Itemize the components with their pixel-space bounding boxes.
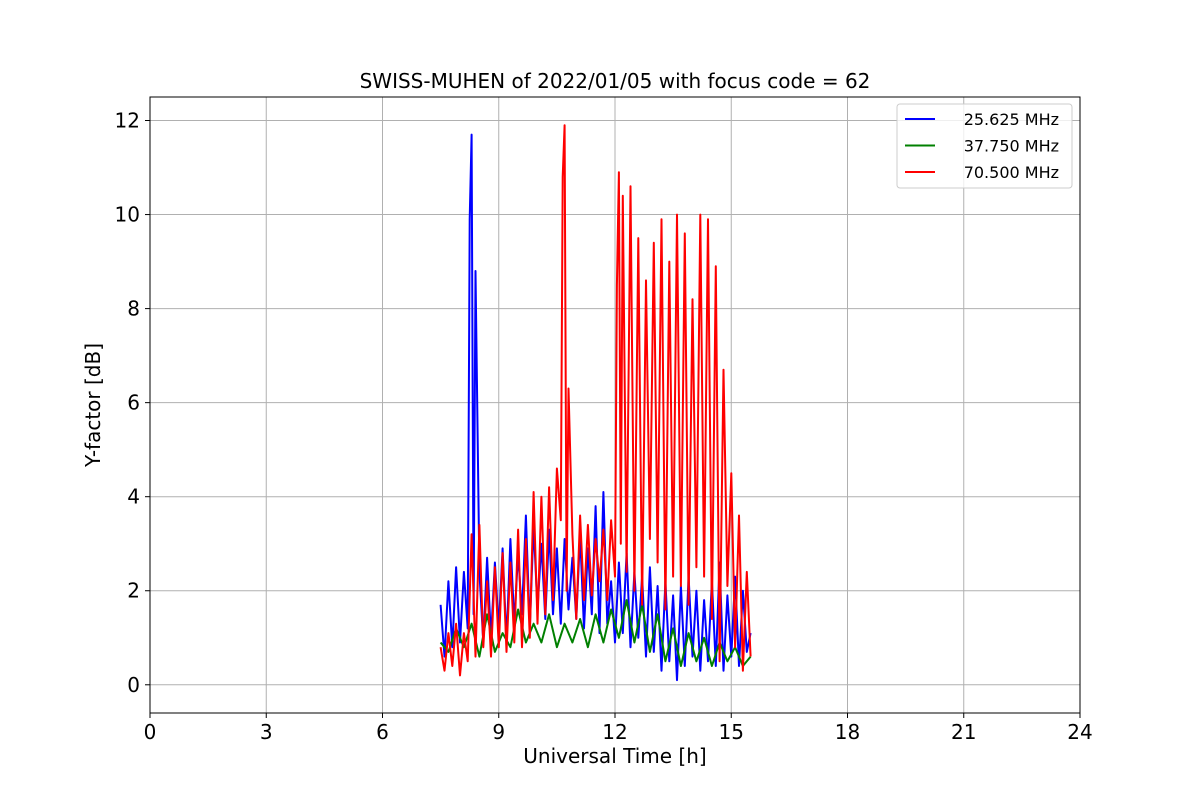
y-axis-label: Y-factor [dB] (81, 343, 105, 468)
legend-box (896, 103, 1073, 189)
legend-label-1: 37.750 MHz (964, 137, 1059, 156)
y-tick-label: 0 (127, 673, 140, 697)
series-line-2 (439, 124, 752, 677)
x-tick-label: 21 (951, 720, 976, 744)
x-tick-label: 6 (376, 720, 389, 744)
x-tick-label: 18 (835, 720, 860, 744)
y-tick-label: 10 (115, 203, 140, 227)
legend: 25.625 MHz 37.750 MHz 70.500 MHz (896, 103, 1073, 189)
legend-label-0: 25.625 MHz (964, 110, 1059, 129)
y-tick-label: 6 (127, 391, 140, 415)
plot-series (439, 124, 752, 682)
x-tick-label: 24 (1067, 720, 1092, 744)
y-tick-label: 12 (115, 109, 140, 133)
y-tick-label: 8 (127, 297, 140, 321)
x-tick-label: 9 (492, 720, 505, 744)
x-axis-ticks: 0 3 6 9 12 15 18 21 24 (144, 713, 1093, 744)
x-axis-label: Universal Time [h] (523, 744, 706, 768)
chart-title: SWISS-MUHEN of 2022/01/05 with focus cod… (360, 69, 871, 93)
x-tick-label: 3 (260, 720, 273, 744)
y-tick-label: 2 (127, 579, 140, 603)
x-tick-label: 0 (144, 720, 157, 744)
x-tick-label: 15 (719, 720, 744, 744)
y-tick-label: 4 (127, 485, 140, 509)
legend-label-2: 70.500 MHz (964, 163, 1059, 182)
x-tick-label: 12 (602, 720, 627, 744)
y-axis-ticks: 0 2 4 6 8 10 12 (115, 109, 150, 697)
